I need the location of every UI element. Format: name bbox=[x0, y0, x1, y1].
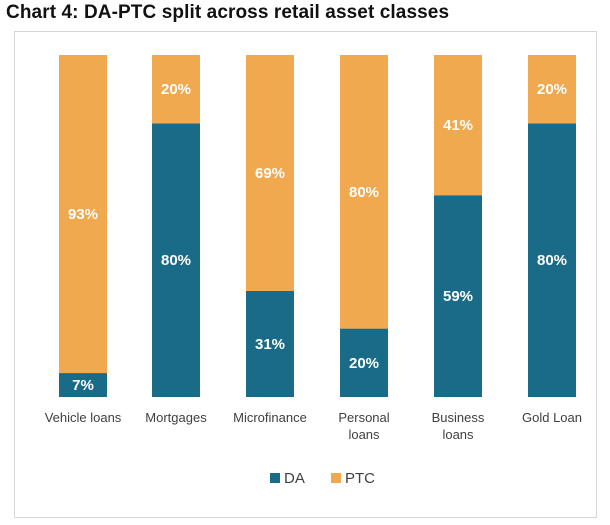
legend-label-ptc: PTC bbox=[345, 470, 375, 487]
data-label-ptc-4: 80% bbox=[349, 184, 379, 201]
data-label-ptc-2: 20% bbox=[161, 81, 191, 98]
chart-frame bbox=[14, 31, 597, 518]
chart-title: Chart 4: DA-PTC split across retail asse… bbox=[6, 2, 450, 23]
data-label-ptc-5: 41% bbox=[443, 117, 473, 134]
data-label-da-2: 80% bbox=[161, 252, 191, 269]
category-label-2: Mortgages bbox=[145, 410, 207, 425]
data-label-da-5: 59% bbox=[443, 288, 473, 305]
bar-ptc-3 bbox=[246, 55, 294, 291]
bar-da-3 bbox=[246, 290, 294, 397]
bar-da-1 bbox=[59, 373, 107, 397]
bar-da-2 bbox=[152, 123, 200, 398]
data-label-da-4: 20% bbox=[349, 355, 379, 372]
category-label-1: Vehicle loans bbox=[45, 410, 122, 425]
bar-ptc-4 bbox=[340, 55, 388, 329]
bar-ptc-1 bbox=[59, 55, 107, 374]
bar-ptc-6 bbox=[528, 55, 576, 124]
bar-da-6 bbox=[528, 123, 576, 398]
category-label-5: Business loans bbox=[432, 410, 485, 442]
category-label-4: Personal loans bbox=[338, 410, 389, 442]
data-label-ptc-3: 69% bbox=[255, 165, 285, 182]
legend-label-da: DA bbox=[284, 470, 305, 487]
bar-ptc-5 bbox=[434, 55, 482, 196]
data-label-da-6: 80% bbox=[537, 252, 567, 269]
legend-swatch-da bbox=[270, 473, 280, 483]
category-label-3: Microfinance bbox=[233, 410, 307, 425]
bar-ptc-2 bbox=[152, 55, 200, 124]
bar-da-5 bbox=[434, 195, 482, 397]
category-labels-layer: Vehicle loans Mortgages Microfinance Person… bbox=[45, 410, 582, 442]
legend-swatch-ptc bbox=[331, 473, 341, 483]
data-label-ptc-6: 20% bbox=[537, 81, 567, 98]
data-labels-layer: 7% 93% 80% 20% 31% 69% 20% 80% 59% 41% 80% 20% bbox=[68, 81, 567, 394]
category-label-6: Gold Loan bbox=[522, 410, 582, 425]
data-label-da-3: 31% bbox=[255, 336, 285, 353]
data-label-ptc-1: 93% bbox=[68, 206, 98, 223]
legend: DA PTC bbox=[270, 470, 375, 487]
bar-da-4 bbox=[340, 328, 388, 397]
data-label-da-1: 7% bbox=[72, 377, 94, 394]
bars-layer bbox=[59, 55, 576, 398]
